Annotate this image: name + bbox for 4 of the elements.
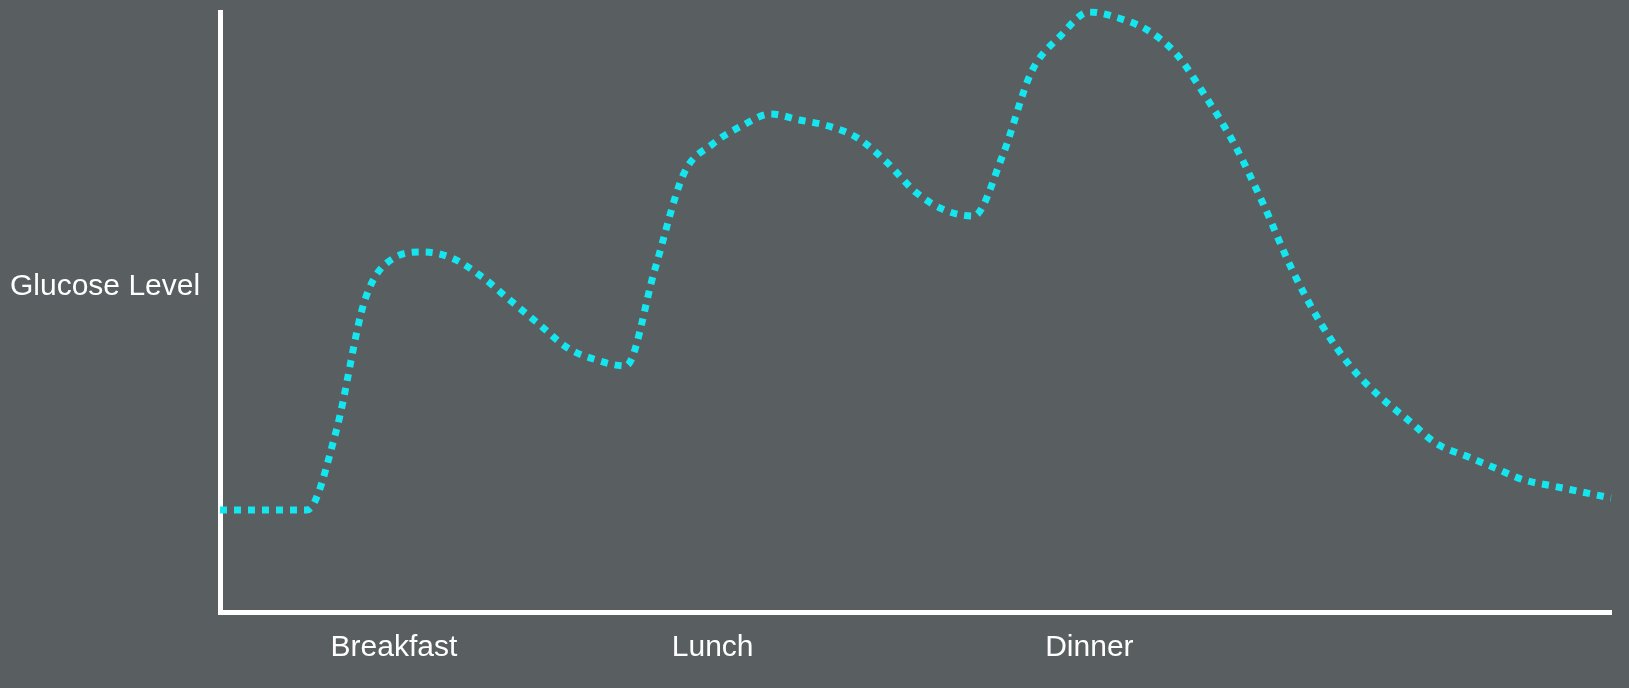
y-axis-title: Glucose Level [10, 268, 201, 302]
x-tick-label: Dinner [1045, 629, 1134, 663]
x-tick-label: Lunch [671, 629, 754, 663]
x-tick-label: Breakfast [330, 629, 458, 663]
